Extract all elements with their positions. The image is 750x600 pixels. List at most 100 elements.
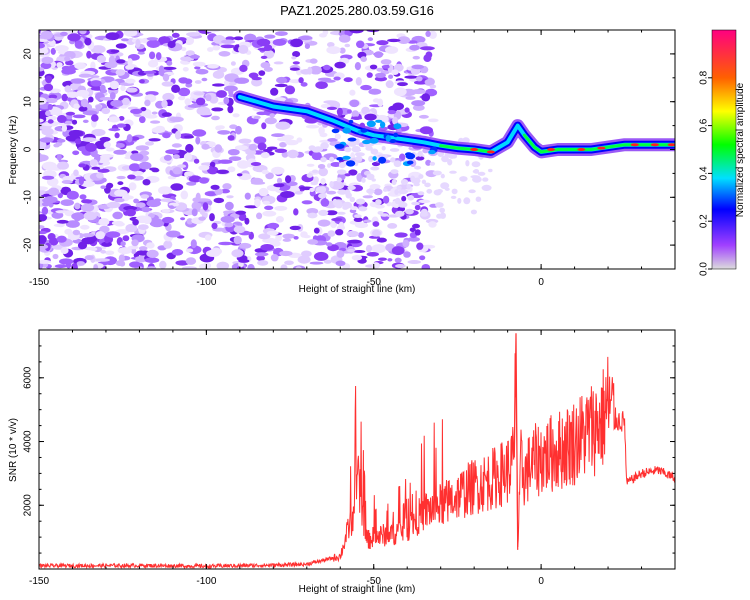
spectrogram-noise-blob [279, 142, 287, 148]
spectrogram-noise-blob [191, 208, 198, 217]
spectrogram-noise-blob [394, 189, 399, 195]
ridge-strong [439, 144, 493, 154]
spectrogram-noise-blob [135, 39, 141, 48]
spectrogram-noise-blob [325, 210, 338, 216]
spectrogram-noise-blob [355, 77, 362, 86]
colorbar-tick-label: 0.0 [699, 262, 710, 276]
spectrogram-noise-blob [344, 173, 351, 177]
spectrogram-noise-blob [407, 236, 420, 242]
spectrogram-noise-blob [129, 261, 142, 268]
spectrogram-noise-blob [39, 137, 54, 143]
spectrogram-noise-blob [114, 189, 128, 197]
spectrogram-noise-blob [403, 251, 411, 258]
spectrogram-noise-blob [125, 223, 138, 233]
ridge-cluster [393, 132, 399, 138]
spectrogram-noise-blob [39, 42, 45, 49]
spectrogram-noise-blob [217, 125, 225, 130]
spectrogram-noise-blob [381, 65, 390, 69]
spectrogram-noise-blob [366, 173, 375, 180]
spectrogram-noise-blob [248, 143, 258, 151]
spectrogram-noise-blob [186, 218, 194, 225]
colorbar-tick-label: 0.6 [699, 118, 710, 132]
spectrogram-noise-blob [133, 198, 140, 204]
spectrogram-noise-blob [390, 157, 396, 163]
ridge-cluster [428, 149, 436, 155]
spectrogram-noise-blob [470, 209, 477, 215]
spectrogram-noise-blob [318, 167, 329, 177]
spectrogram-noise-blob [355, 156, 363, 161]
spectrogram-noise-blob [79, 30, 87, 35]
spectrogram-noise-blob [273, 183, 285, 188]
spectrogram-noise-blob [86, 50, 92, 59]
spectrogram-noise-blob [323, 100, 338, 104]
spectrogram-noise-blob [198, 177, 210, 184]
spectrogram-noise-blob [81, 233, 95, 238]
colorbar-tick-label: 0.8 [699, 70, 710, 84]
spectrogram-noise-blob [227, 105, 234, 114]
ridge-cluster [393, 123, 402, 130]
spectrogram-noise-blob [127, 174, 136, 180]
spectrogram-noise-blob [78, 106, 88, 112]
spectrogram-noise-blob [365, 146, 373, 151]
ridge-cluster [360, 128, 368, 133]
spectrogram-noise-blob [368, 155, 374, 163]
spectrogram-noise-blob [380, 59, 392, 65]
spectrogram-noise-blob [336, 107, 343, 117]
spectrogram-noise-blob [318, 209, 329, 216]
spectrogram-noise-blob [59, 258, 74, 265]
spectrogram-noise-blob [369, 183, 381, 190]
spectrogram-noise-blob [70, 78, 86, 84]
spectrogram-noise-blob [336, 177, 342, 183]
spectrogram-noise-blob [418, 114, 429, 119]
spectrogram-noise-blob [317, 164, 326, 169]
spectrogram-noise-blob [74, 202, 81, 210]
spectrogram-noise-blob [411, 201, 420, 206]
spectrogram-noise-blob [239, 64, 248, 72]
spectrogram-noise-blob [45, 110, 51, 117]
spectrogram-noise-blob [418, 199, 431, 204]
spectrogram-noise-blob [151, 168, 160, 173]
spectrogram-noise-blob [347, 239, 362, 244]
spectrogram-noise-blob [313, 146, 324, 152]
spectrogram-noise-blob [49, 237, 59, 246]
spectrogram-noise-blob [420, 208, 428, 215]
spectrogram-noise-blob [292, 61, 300, 65]
spectrogram-noise-blob [185, 50, 195, 57]
spectrogram-noise-blob [371, 262, 381, 269]
spectrogram-noise-blob [256, 38, 271, 47]
spectrogram-noise-blob [84, 255, 94, 261]
spectrogram-noise-blob [101, 107, 111, 115]
spectrogram-noise-blob [355, 198, 366, 205]
spectrogram-noise-blob [95, 258, 110, 262]
ridge-cluster [342, 155, 351, 160]
spectrogram-noise-blob [392, 116, 399, 125]
spectrogram-noise-blob [46, 177, 59, 187]
spectrogram-noise-blob [309, 58, 318, 64]
spectrogram-noise-blob [221, 39, 236, 44]
spectrogram-noise-blob [336, 169, 347, 175]
spectrogram-noise-blob [100, 185, 107, 189]
spectrogram-noise-blob [394, 232, 408, 238]
spectrogram-noise-blob [71, 212, 85, 221]
spectrogram-noise-blob [192, 129, 207, 137]
spectrogram-noise-blob [280, 191, 295, 198]
spectrogram-noise-blob [233, 225, 246, 234]
spectrogram-noise-blob [338, 34, 351, 43]
spectrogram-noise-blob [306, 208, 319, 215]
spectrogram-noise-blob [180, 217, 186, 221]
spectrogram-noise-blob [306, 163, 315, 167]
spectrogram-noise-blob [366, 188, 375, 194]
spectrogram-noise-blob [440, 173, 445, 179]
spectrogram-noise-blob [209, 96, 219, 104]
spectrogram-noise-blob [402, 239, 410, 248]
spectrogram-noise-blob [419, 255, 426, 261]
spectrogram-noise-blob [125, 64, 135, 70]
spectrogram-noise-blob [93, 264, 99, 269]
spectrogram-noise-blob [347, 185, 356, 190]
spectrogram-noise-blob [99, 84, 106, 92]
spectrogram-noise-blob [40, 62, 52, 70]
spectrogram-noise-blob [263, 66, 273, 72]
spectrogram-noise-blob [471, 161, 481, 168]
spectrogram-noise-blob [280, 264, 288, 269]
